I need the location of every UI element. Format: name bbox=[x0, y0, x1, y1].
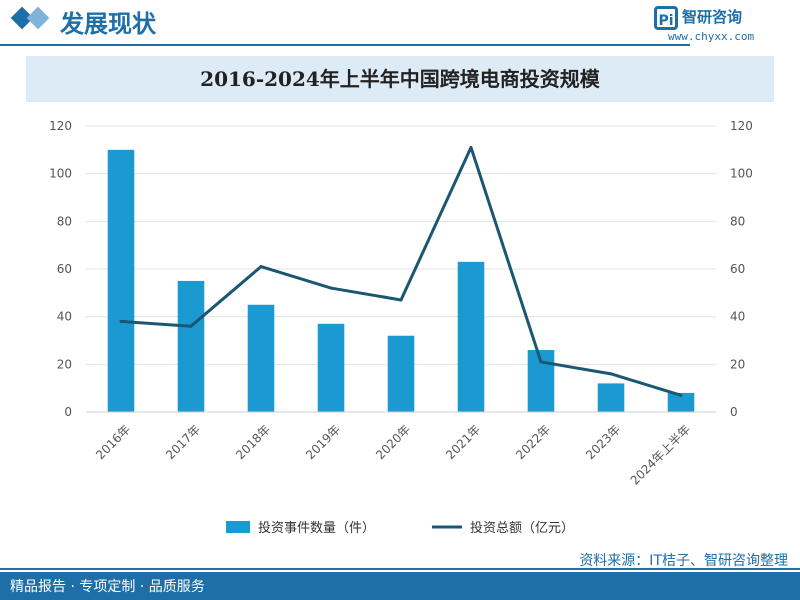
line-point bbox=[259, 265, 263, 269]
legend-bar-label: 投资事件数量（件） bbox=[258, 520, 375, 536]
brand-logo: Pi 智研咨询 www.chyxx.com bbox=[654, 6, 784, 43]
line-point bbox=[189, 324, 193, 328]
header-divider bbox=[0, 44, 690, 46]
y-right-tick-label: 0 bbox=[730, 405, 738, 419]
chart-title-band: 2016-2024年上半年中国跨境电商投资规模 bbox=[26, 56, 774, 102]
y-right-tick-label: 120 bbox=[730, 119, 753, 133]
logo-mark-icon: Pi bbox=[654, 6, 678, 30]
line-point bbox=[609, 372, 613, 376]
y-left-tick-label: 120 bbox=[49, 119, 72, 133]
line-point bbox=[469, 145, 473, 149]
x-tick-label: 2018年 bbox=[233, 422, 273, 462]
x-tick-label: 2022年 bbox=[513, 422, 553, 462]
x-tick-label: 2021年 bbox=[443, 422, 483, 462]
y-left-tick-label: 20 bbox=[57, 357, 72, 371]
source-note: 资料来源：IT桔子、智研咨询整理 bbox=[579, 553, 788, 569]
line-point bbox=[119, 319, 123, 323]
line-point bbox=[679, 393, 683, 397]
logo-url: www.chyxx.com bbox=[668, 30, 755, 43]
footer-bar: 精品报告 · 专项定制 · 品质服务 bbox=[0, 572, 800, 600]
legend-line-label: 投资总额（亿元） bbox=[470, 520, 574, 536]
line-point bbox=[399, 298, 403, 302]
x-tick-label: 2017年 bbox=[163, 422, 203, 462]
x-tick-label: 2023年 bbox=[583, 422, 623, 462]
header-bar: 发展现状 Pi 智研咨询 www.chyxx.com bbox=[0, 0, 800, 44]
legend-bar-swatch bbox=[226, 521, 250, 533]
source-divider bbox=[0, 568, 800, 570]
bar bbox=[457, 261, 485, 412]
chart-title: 2016-2024年上半年中国跨境电商投资规模 bbox=[200, 67, 600, 91]
bar bbox=[387, 335, 415, 412]
bar bbox=[597, 383, 625, 412]
footer-text: 精品报告 · 专项定制 · 品质服务 bbox=[10, 579, 205, 595]
y-left-tick-label: 80 bbox=[57, 214, 72, 228]
bar bbox=[177, 280, 205, 412]
y-left-tick-label: 60 bbox=[57, 262, 72, 276]
y-right-tick-label: 40 bbox=[730, 310, 745, 324]
header-title: 发展现状 bbox=[60, 10, 156, 38]
logo-name: 智研咨询 bbox=[682, 8, 743, 26]
y-left-tick-label: 100 bbox=[49, 167, 72, 181]
bar bbox=[247, 304, 275, 412]
y-left-tick-label: 0 bbox=[64, 405, 72, 419]
x-tick-label: 2016年 bbox=[93, 422, 133, 462]
y-left-tick-label: 40 bbox=[57, 310, 72, 324]
x-tick-label: 2024年上半年 bbox=[628, 422, 693, 487]
bar bbox=[107, 149, 135, 413]
y-right-tick-label: 100 bbox=[730, 167, 753, 181]
bar bbox=[317, 323, 345, 412]
y-right-tick-label: 80 bbox=[730, 214, 745, 228]
y-right-tick-label: 20 bbox=[730, 357, 745, 371]
y-right-tick-label: 60 bbox=[730, 262, 745, 276]
bar bbox=[667, 392, 695, 412]
line-point bbox=[539, 360, 543, 364]
x-tick-label: 2019年 bbox=[303, 422, 343, 462]
line-point bbox=[329, 286, 333, 290]
x-tick-label: 2020年 bbox=[373, 422, 413, 462]
